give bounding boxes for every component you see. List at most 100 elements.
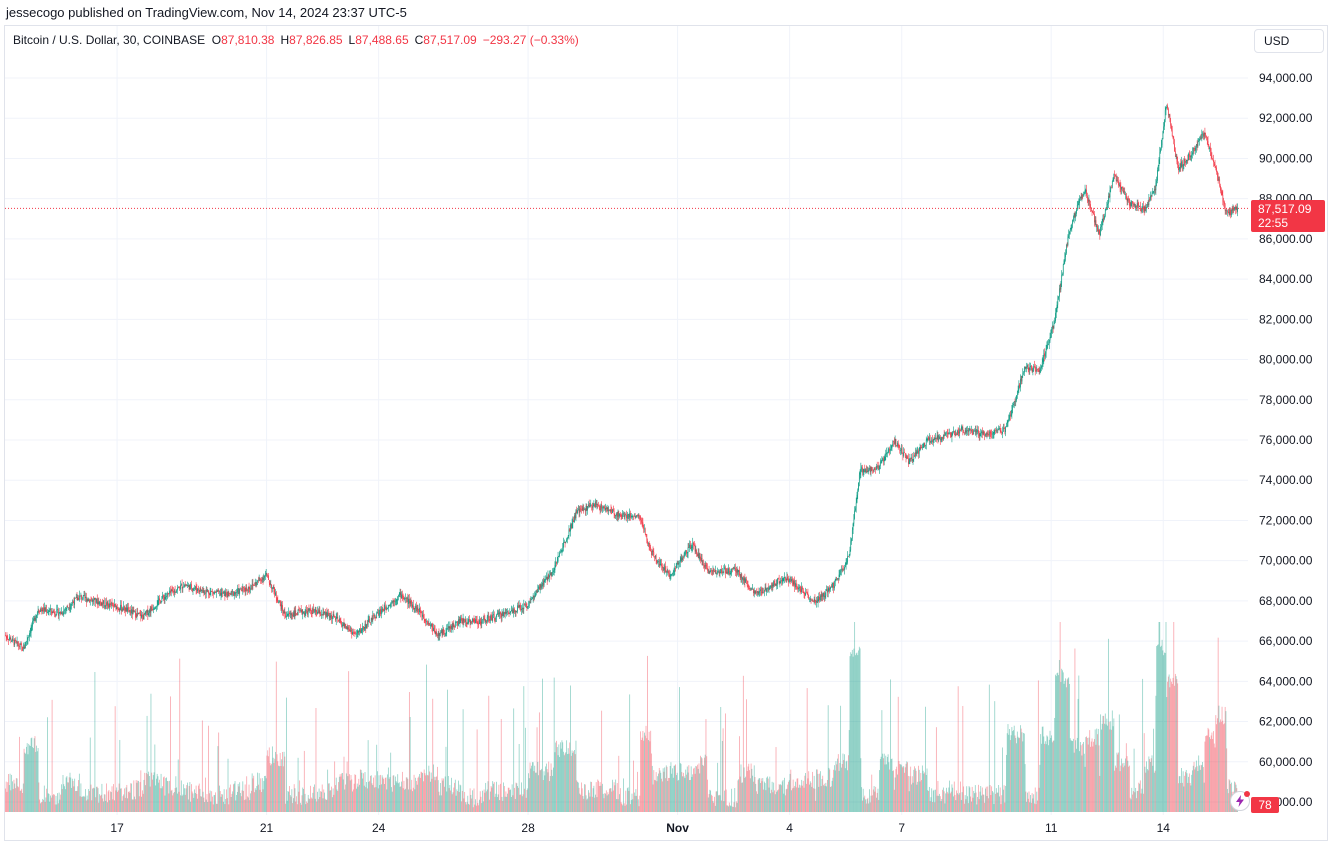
candle-body <box>585 505 587 512</box>
candle-body <box>180 585 181 590</box>
volume-bar <box>972 797 974 812</box>
volume-bar <box>739 736 740 812</box>
volume-bar <box>23 748 25 812</box>
volume-bar <box>272 757 274 812</box>
volume-bar <box>1215 715 1217 812</box>
candle-body <box>648 543 649 544</box>
candle-body <box>748 586 750 589</box>
volume-bar <box>999 787 1001 812</box>
volume-bar <box>1078 675 1080 812</box>
candle-body <box>215 591 216 593</box>
candle-body <box>212 591 214 594</box>
candle-body <box>1029 366 1031 371</box>
volume-bar <box>654 779 655 812</box>
volume-bar <box>476 729 478 812</box>
volume-bar <box>356 783 358 812</box>
candle-body <box>640 520 642 523</box>
volume-bar <box>1109 729 1111 812</box>
candle-body <box>976 431 978 433</box>
candle-body <box>822 594 824 597</box>
volume-bar <box>941 798 943 812</box>
volume-bar <box>782 780 784 812</box>
candle-body <box>156 605 158 607</box>
volume-bar <box>132 799 134 812</box>
candle-body <box>106 602 107 606</box>
candle-body <box>146 609 148 613</box>
candle-body <box>520 607 522 611</box>
volume-bar <box>127 792 129 812</box>
volume-bar <box>897 774 898 812</box>
volume-bar <box>236 794 237 812</box>
volume-bar <box>175 776 177 812</box>
volume-bar <box>228 804 230 812</box>
volume-bar <box>807 778 809 812</box>
volume-bar <box>768 787 770 812</box>
candle-body <box>845 562 847 566</box>
candle-body <box>908 461 910 464</box>
candle-body <box>278 602 279 603</box>
volume-bar <box>43 785 45 812</box>
volume-bar <box>721 740 723 812</box>
volume-bar <box>801 779 803 812</box>
volume-bar <box>431 778 433 812</box>
candle-body <box>1216 167 1217 172</box>
volume-bar <box>328 783 329 812</box>
volume-bar <box>680 763 682 812</box>
volume-bar <box>876 792 878 812</box>
volume-bar <box>989 785 991 812</box>
volume-bar <box>399 786 401 812</box>
candle-body <box>1148 199 1150 205</box>
volume-bar <box>616 799 617 812</box>
candle-body <box>558 555 560 557</box>
candle-body <box>45 609 47 611</box>
volume-bar <box>1227 788 1228 812</box>
volume-bar <box>686 766 688 812</box>
volume-bar <box>749 778 751 812</box>
candle-body <box>420 612 422 614</box>
volume-bar <box>573 751 575 812</box>
candle-body <box>929 437 931 442</box>
volume-bar <box>800 785 802 812</box>
candle-body <box>1178 165 1179 171</box>
volume-bar <box>606 795 608 812</box>
candle-body <box>925 445 926 446</box>
candle-body <box>428 623 430 624</box>
candle-body <box>435 631 437 635</box>
candle-body <box>184 584 186 586</box>
candle-body <box>837 578 838 580</box>
candle-body <box>680 557 682 562</box>
volume-bar <box>145 773 147 812</box>
candle-body <box>19 646 20 648</box>
volume-bar <box>1225 711 1227 812</box>
candle-body <box>162 595 163 599</box>
volume-bar <box>505 791 507 812</box>
volume-bar <box>510 797 512 812</box>
candle-body <box>647 540 648 544</box>
volume-bar <box>601 710 603 812</box>
candle-body <box>616 513 618 517</box>
candle-body <box>254 585 255 586</box>
volume-bar <box>138 796 140 812</box>
volume-bar <box>516 783 518 812</box>
candle-body <box>1114 174 1115 175</box>
volume-bar <box>933 789 935 812</box>
volume-bar <box>1053 740 1055 812</box>
volume-bar <box>930 797 932 812</box>
candle-body <box>143 613 145 620</box>
volume-bar <box>851 653 852 812</box>
volume-bar <box>271 746 273 812</box>
volume-bar <box>129 792 131 812</box>
candle-body <box>1028 367 1030 371</box>
candle-body <box>732 567 734 570</box>
volume-bar <box>1125 758 1126 812</box>
candle-body <box>370 617 372 623</box>
currency-button[interactable]: USD <box>1254 29 1324 53</box>
candle-body <box>280 604 282 610</box>
volume-bar <box>570 755 572 812</box>
volume-bar <box>1133 748 1135 812</box>
volume-bar <box>126 784 128 812</box>
volume-bar <box>802 785 803 812</box>
volume-bar <box>1025 791 1027 812</box>
volume-bar <box>198 785 199 812</box>
